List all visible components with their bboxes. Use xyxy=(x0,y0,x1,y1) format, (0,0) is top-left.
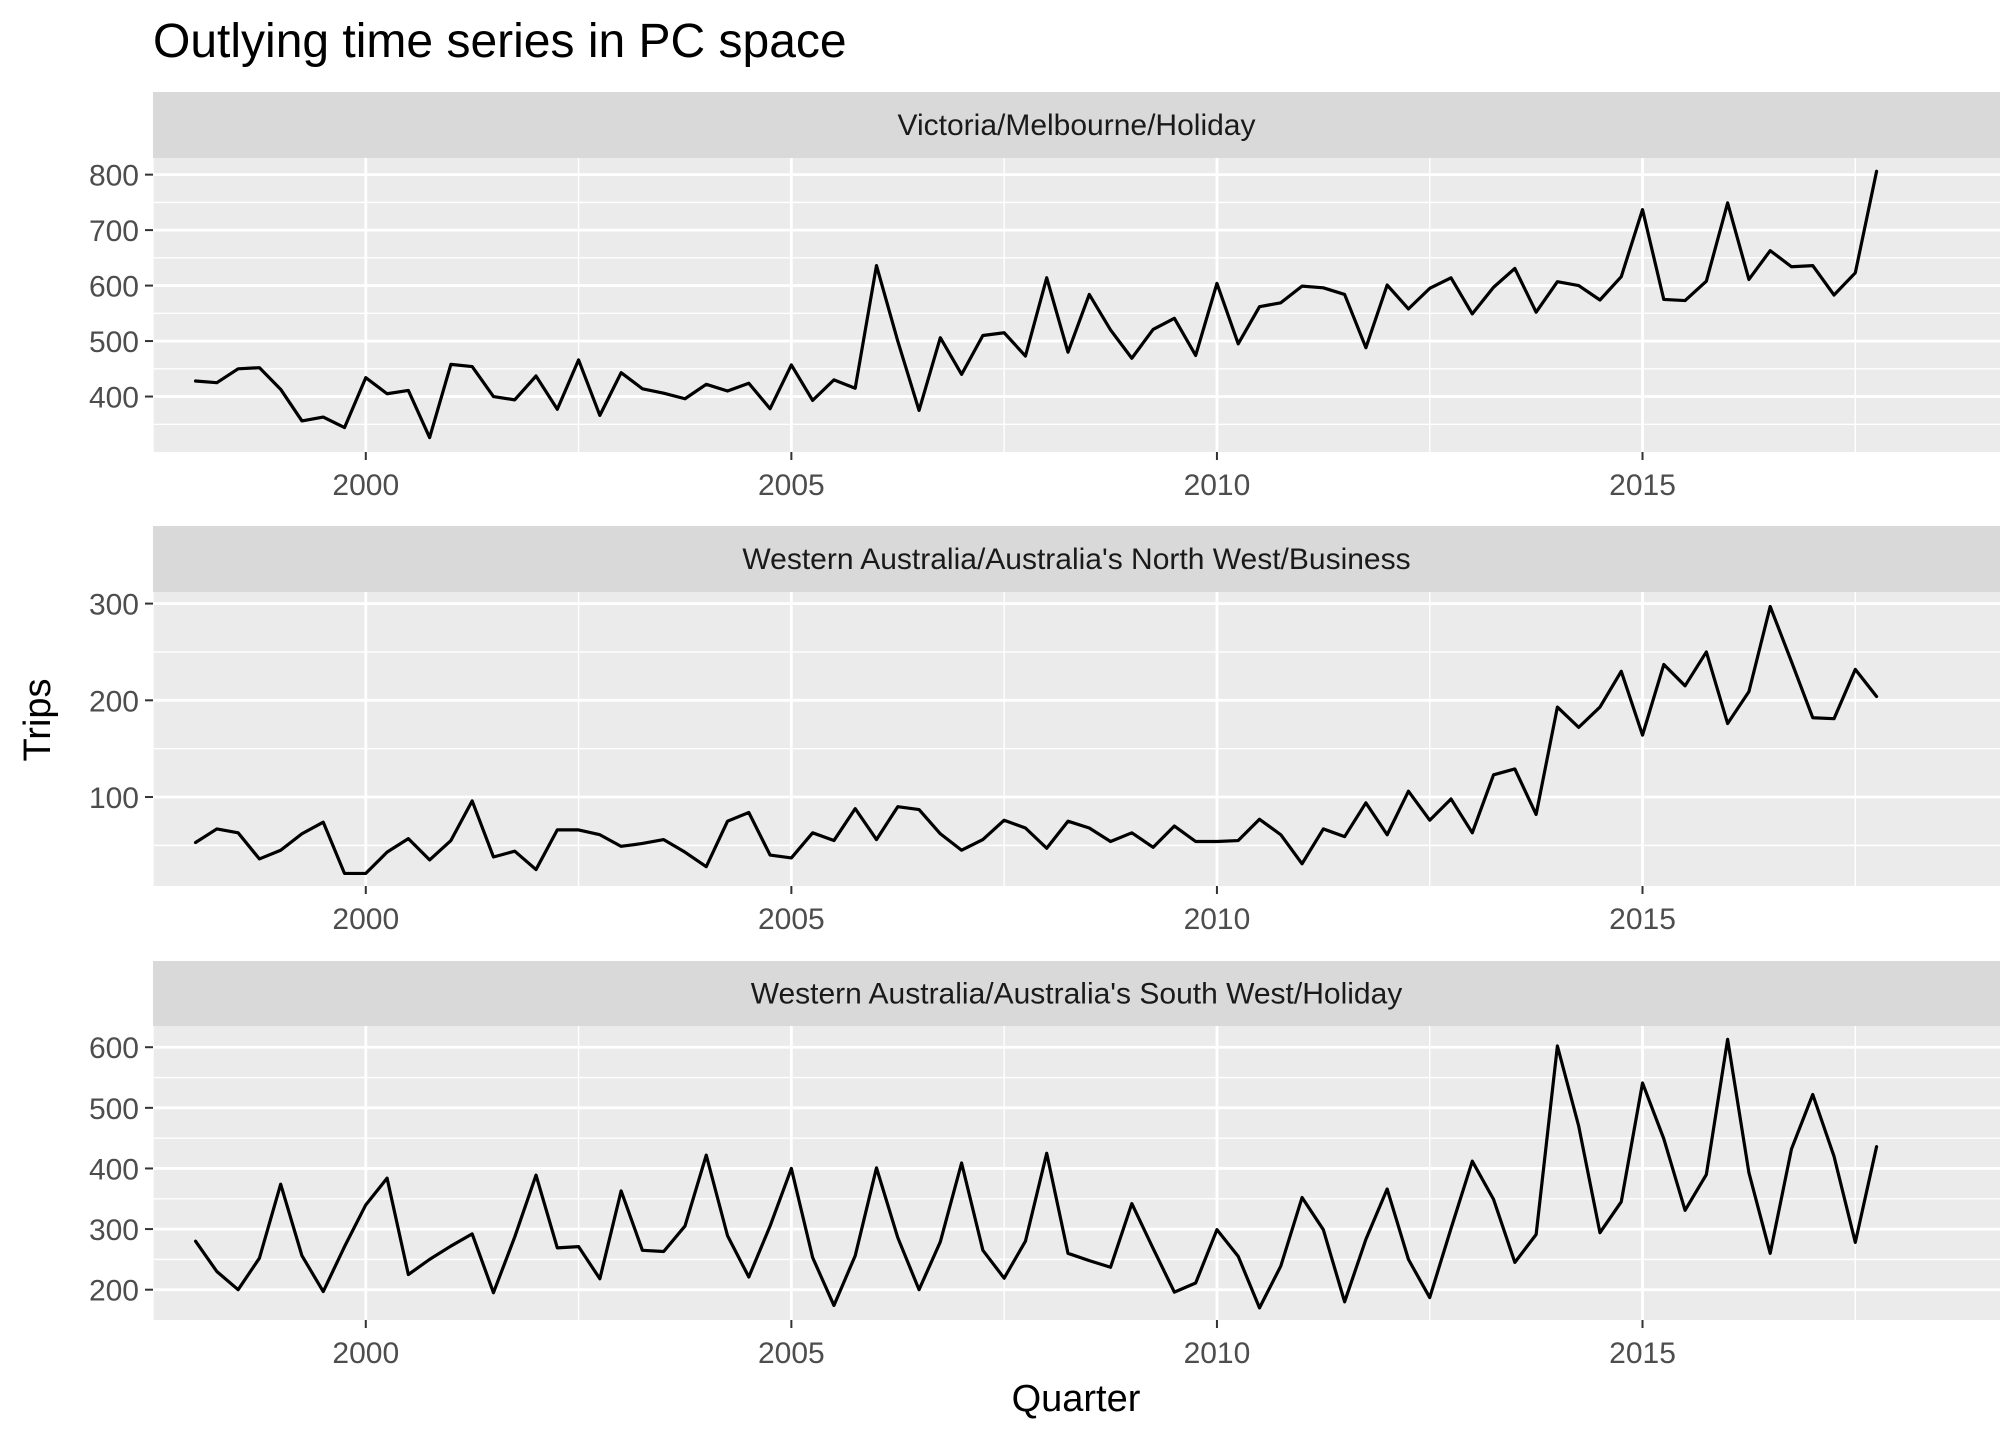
y-tick-label: 600 xyxy=(89,1032,139,1065)
chart-title: Outlying time series in PC space xyxy=(153,15,847,68)
facet-strip-label: Western Australia/Australia's North West… xyxy=(742,543,1410,576)
x-tick-label: 2005 xyxy=(758,1337,825,1370)
x-tick-label: 2010 xyxy=(1184,1337,1251,1370)
facet-strip-background xyxy=(153,526,2000,592)
y-tick-label: 400 xyxy=(89,1153,139,1186)
panel-background xyxy=(153,1026,2000,1320)
x-tick-label: 2010 xyxy=(1184,903,1251,936)
y-tick-label: 600 xyxy=(89,271,139,304)
series-line xyxy=(193,169,1879,440)
x-tick-label: 2005 xyxy=(758,469,825,502)
y-axis-title: Trips xyxy=(17,678,59,761)
y-tick-label: 500 xyxy=(89,1093,139,1126)
x-tick-label: 2005 xyxy=(758,903,825,936)
panel-background xyxy=(153,158,2000,452)
y-tick-label: 100 xyxy=(89,782,139,815)
y-tick-label: 300 xyxy=(89,1214,139,1247)
panel-background xyxy=(153,592,2000,886)
x-tick-label: 2010 xyxy=(1184,469,1251,502)
facet-panel-3: Western Australia/Australia's South West… xyxy=(89,961,2000,1370)
y-tick-label: 200 xyxy=(89,1275,139,1308)
y-tick-label: 200 xyxy=(89,685,139,718)
facet-strip-label: Western Australia/Australia's South West… xyxy=(751,978,1403,1011)
y-tick-label: 800 xyxy=(89,160,139,193)
x-tick-label: 2000 xyxy=(332,469,399,502)
facet-panels: Victoria/Melbourne/Holiday 400 500 600 700 80… xyxy=(89,92,2000,1370)
series-line xyxy=(193,1037,1879,1310)
y-tick-label: 300 xyxy=(89,589,139,622)
facet-strip-label: Victoria/Melbourne/Holiday xyxy=(898,109,1256,142)
series-line xyxy=(193,604,1879,876)
x-tick-label: 2015 xyxy=(1609,1337,1676,1370)
facet-strip-background xyxy=(153,92,2000,158)
x-tick-label: 2000 xyxy=(332,1337,399,1370)
x-tick-label: 2015 xyxy=(1609,903,1676,936)
facet-panel-1: Victoria/Melbourne/Holiday 400 500 600 700 80… xyxy=(89,92,2000,502)
x-axis-title: Quarter xyxy=(1012,1378,1141,1420)
y-tick-label: 400 xyxy=(89,382,139,415)
y-tick-label: 700 xyxy=(89,215,139,248)
x-tick-label: 2015 xyxy=(1609,469,1676,502)
x-tick-label: 2000 xyxy=(332,903,399,936)
facet-panel-2: Western Australia/Australia's North West… xyxy=(89,526,2000,936)
y-tick-label: 500 xyxy=(89,326,139,359)
facet-strip-background xyxy=(153,961,2000,1026)
